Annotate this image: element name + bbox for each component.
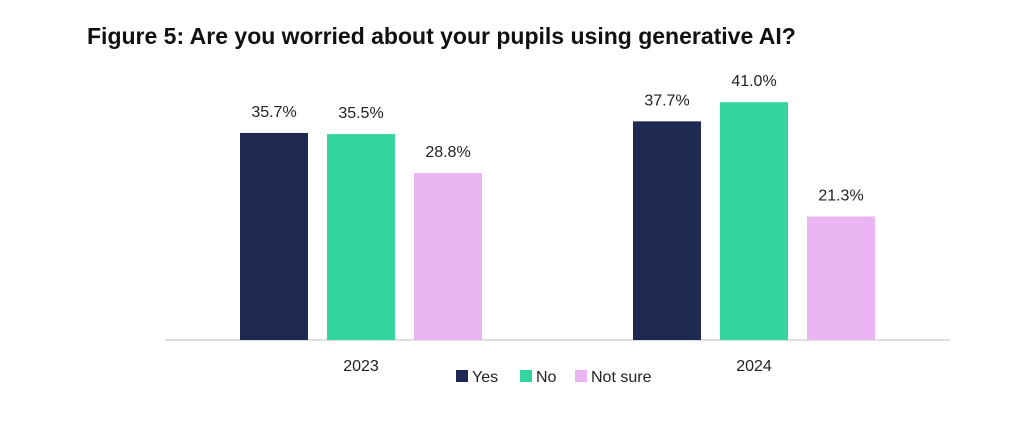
chart-title: Figure 5: Are you worried about your pup… [87,23,796,49]
data-label-2024-no: 41.0% [731,73,776,90]
bar-2024-yes [633,121,701,340]
bar-2023-yes [240,132,308,340]
legend-label-no: No [536,369,557,386]
data-label-2024-yes: 37.7% [644,92,689,109]
x-tick-label-2023: 2023 [343,358,379,375]
data-label-2023-not-sure: 28.8% [425,144,470,161]
bar-2023-not-sure [414,172,482,340]
legend-swatch-no [520,370,532,382]
bar-2024-not-sure [807,216,875,340]
data-label-2023-yes: 35.7% [251,104,296,121]
bar-2024-no [720,102,788,340]
data-label-2023-no: 35.5% [338,105,383,122]
legend-item-no: No [520,369,557,386]
legend-label-not-sure: Not sure [591,369,652,386]
legend-swatch-not-sure [575,370,587,382]
bar-2023-no [327,134,395,340]
legend-label-yes: Yes [472,369,498,386]
data-label-2024-not-sure: 21.3% [818,187,863,204]
legend-item-yes: Yes [456,369,498,386]
legend-swatch-yes [456,370,468,382]
x-tick-label-2024: 2024 [736,358,772,375]
legend-item-not-sure: Not sure [575,369,652,386]
